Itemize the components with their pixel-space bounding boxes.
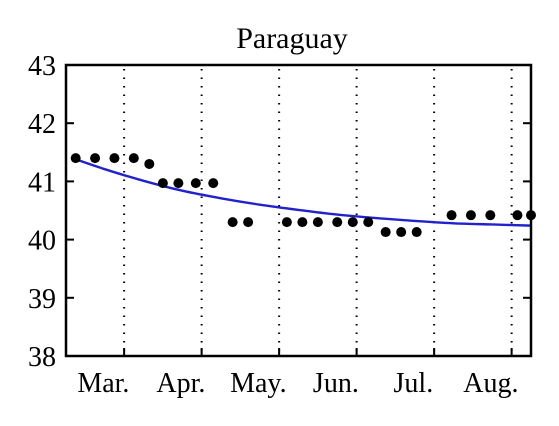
- data-point: [128, 153, 139, 164]
- data-point: [109, 153, 120, 164]
- data-point: [396, 227, 407, 238]
- data-point: [243, 217, 254, 228]
- x-tick-label: Jun.: [313, 368, 359, 399]
- data-point: [332, 217, 343, 228]
- data-point: [173, 178, 184, 189]
- data-point: [297, 217, 308, 228]
- y-tick-label: 41: [28, 167, 56, 198]
- data-point: [512, 210, 523, 221]
- y-axis: 38 39 40 41 42 43: [28, 51, 531, 373]
- data-point: [363, 217, 374, 228]
- data-point: [281, 217, 292, 228]
- x-tick-label: Aug.: [463, 368, 518, 399]
- trend-line-layer: [75, 158, 532, 227]
- data-points-layer: [70, 153, 536, 238]
- data-point: [411, 227, 422, 238]
- data-point: [227, 217, 238, 228]
- trend-line: [75, 158, 532, 227]
- data-point: [446, 210, 457, 221]
- data-point: [144, 158, 155, 169]
- x-tick-label: May.: [230, 368, 287, 399]
- chart-title: Paraguay: [236, 22, 348, 55]
- data-point: [312, 217, 323, 228]
- data-point: [347, 217, 358, 228]
- grid-layer: [123, 69, 513, 356]
- data-point: [485, 210, 496, 221]
- data-point: [208, 178, 219, 189]
- y-tick-label: 38: [28, 342, 56, 373]
- data-point: [380, 227, 391, 238]
- data-point: [70, 153, 81, 164]
- x-tick-label: Apr.: [156, 368, 205, 399]
- x-tick-label: Mar.: [77, 368, 129, 399]
- y-tick-label: 43: [28, 51, 56, 82]
- x-axis: Mar. Apr. May. Jun. Jul. Aug.: [77, 348, 518, 399]
- plot-frame: [64, 63, 533, 358]
- y-tick-label: 40: [28, 226, 56, 257]
- data-point: [465, 210, 476, 221]
- data-point: [157, 178, 168, 189]
- y-tick-label: 39: [28, 284, 56, 315]
- y-tick-label: 42: [28, 109, 56, 140]
- data-point: [90, 153, 101, 164]
- x-tick-label: Jul.: [394, 368, 434, 399]
- data-point: [190, 178, 201, 189]
